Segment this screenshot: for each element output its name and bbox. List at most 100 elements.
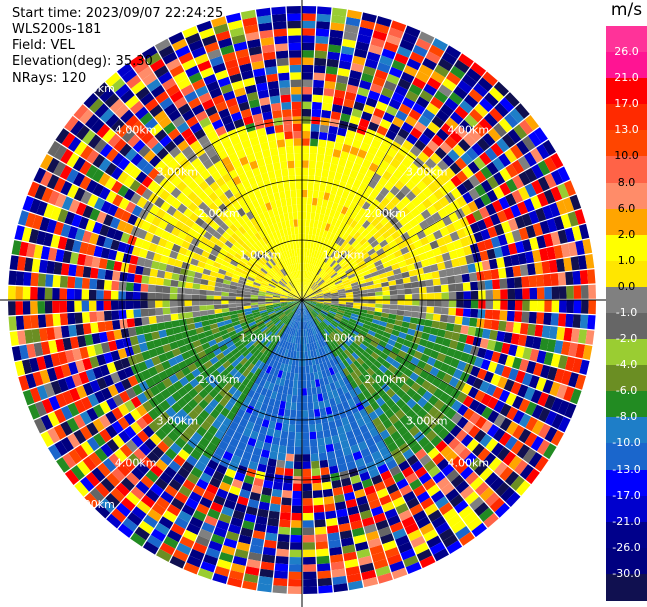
velocity-gate bbox=[94, 82, 110, 98]
velocity-gate bbox=[139, 112, 154, 126]
velocity-gate bbox=[282, 306, 290, 311]
velocity-gate bbox=[438, 58, 454, 72]
velocity-gate bbox=[474, 103, 489, 118]
velocity-gate bbox=[270, 267, 278, 274]
velocity-gate bbox=[404, 353, 414, 362]
velocity-gate bbox=[409, 372, 420, 382]
velocity-gate bbox=[526, 360, 537, 374]
velocity-gate bbox=[279, 378, 286, 387]
velocity-gate bbox=[484, 349, 494, 361]
velocity-gate bbox=[305, 329, 308, 337]
velocity-gate bbox=[320, 284, 328, 289]
velocity-gate bbox=[237, 217, 246, 226]
velocity-gate bbox=[215, 125, 227, 137]
velocity-gate bbox=[397, 163, 408, 174]
velocity-gate bbox=[408, 322, 417, 330]
velocity-gate bbox=[258, 307, 267, 312]
velocity-gate bbox=[479, 338, 489, 349]
velocity-gate bbox=[317, 371, 323, 379]
velocity-gate bbox=[241, 377, 250, 387]
velocity-gate bbox=[272, 327, 279, 335]
velocity-gate bbox=[267, 341, 274, 350]
velocity-gate bbox=[232, 414, 242, 425]
velocity-gate bbox=[136, 158, 149, 171]
velocity-gate bbox=[156, 548, 172, 562]
velocity-gate bbox=[240, 9, 256, 20]
velocity-gate bbox=[369, 252, 379, 260]
velocity-gate bbox=[493, 413, 506, 428]
velocity-gate bbox=[542, 139, 556, 156]
velocity-gate bbox=[219, 481, 231, 493]
velocity-gate bbox=[203, 73, 217, 86]
velocity-gate bbox=[478, 118, 493, 132]
velocity-gate bbox=[316, 315, 323, 322]
velocity-gate bbox=[193, 232, 204, 242]
velocity-gate bbox=[291, 395, 297, 403]
velocity-gate bbox=[250, 226, 258, 235]
velocity-gate bbox=[283, 325, 289, 333]
velocity-gate bbox=[273, 368, 280, 377]
velocity-gate bbox=[451, 412, 463, 425]
velocity-gate bbox=[246, 228, 255, 238]
velocity-gate bbox=[376, 329, 385, 336]
velocity-gate bbox=[436, 477, 450, 490]
velocity-gate bbox=[277, 146, 286, 155]
velocity-gate bbox=[306, 343, 310, 352]
velocity-gate bbox=[208, 339, 217, 347]
velocity-gate bbox=[541, 260, 551, 274]
velocity-gate bbox=[466, 374, 477, 386]
velocity-gate bbox=[260, 142, 270, 151]
velocity-gate bbox=[340, 206, 349, 215]
velocity-gate bbox=[275, 246, 281, 255]
velocity-gate bbox=[164, 484, 178, 498]
velocity-gate bbox=[370, 218, 380, 227]
velocity-gate bbox=[308, 409, 315, 418]
velocity-gate bbox=[387, 226, 397, 235]
velocity-gate bbox=[464, 114, 478, 128]
velocity-gate bbox=[366, 313, 374, 319]
velocity-gate bbox=[360, 303, 369, 307]
velocity-gate bbox=[266, 465, 276, 475]
velocity-gate bbox=[405, 190, 417, 202]
velocity-gate bbox=[276, 57, 289, 67]
velocity-gate bbox=[449, 130, 463, 144]
velocity-gate bbox=[239, 346, 248, 355]
velocity-gate bbox=[177, 312, 186, 320]
velocity-gate bbox=[484, 309, 493, 320]
velocity-gate bbox=[80, 476, 95, 492]
velocity-gate bbox=[528, 210, 540, 225]
velocity-gate bbox=[32, 214, 43, 230]
velocity-gate bbox=[309, 295, 317, 299]
velocity-gate bbox=[117, 241, 127, 253]
velocity-gate bbox=[373, 348, 383, 356]
velocity-gate bbox=[274, 124, 284, 133]
velocity-gate bbox=[206, 351, 216, 360]
velocity-gate bbox=[480, 193, 492, 206]
velocity-gate bbox=[571, 225, 583, 241]
ring-label: 2.00km bbox=[198, 373, 240, 386]
velocity-gate bbox=[265, 125, 275, 135]
velocity-gate bbox=[221, 300, 229, 305]
velocity-gate bbox=[341, 385, 349, 394]
velocity-gate bbox=[386, 483, 399, 495]
velocity-gate bbox=[229, 395, 238, 405]
velocity-gate bbox=[355, 256, 364, 264]
velocity-gate bbox=[269, 258, 276, 266]
velocity-gate bbox=[140, 475, 154, 489]
velocity-gate bbox=[254, 376, 262, 386]
velocity-gate bbox=[556, 384, 568, 399]
velocity-gate bbox=[331, 389, 339, 398]
velocity-gate bbox=[276, 541, 290, 550]
velocity-gate bbox=[107, 249, 118, 261]
velocity-gate bbox=[204, 347, 213, 356]
velocity-gate bbox=[115, 339, 125, 350]
velocity-gate bbox=[243, 305, 252, 310]
velocity-gate bbox=[189, 548, 205, 561]
velocity-gate bbox=[471, 142, 485, 156]
velocity-gate bbox=[536, 287, 545, 299]
velocity-gate bbox=[209, 270, 218, 278]
velocity-gate bbox=[431, 164, 444, 177]
velocity-gate bbox=[458, 447, 472, 461]
velocity-gate bbox=[316, 198, 323, 207]
velocity-gate bbox=[521, 276, 530, 288]
